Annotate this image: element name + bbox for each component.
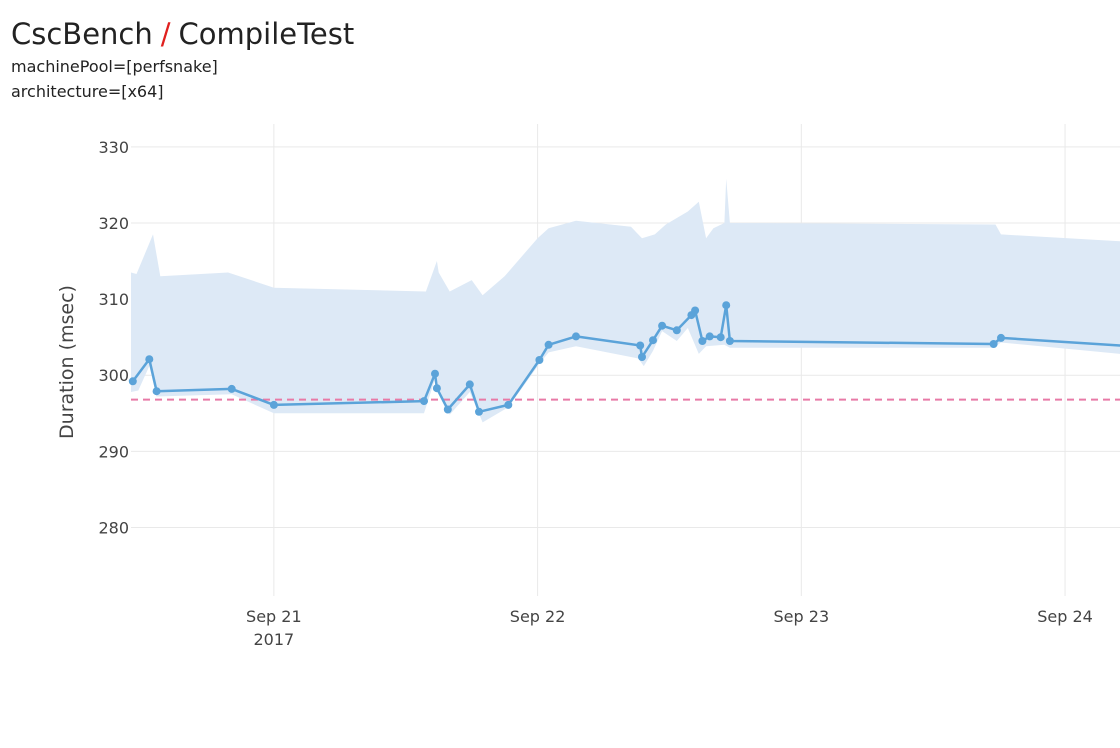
series-line — [131, 303, 1120, 414]
data-point — [636, 341, 645, 350]
y-tick-label: 320 — [98, 214, 129, 233]
data-point — [443, 405, 452, 414]
data-point — [649, 336, 657, 345]
data-point — [672, 326, 681, 335]
data-point — [705, 332, 714, 341]
y-tick-label: 310 — [98, 290, 129, 309]
y-tick-label: 290 — [98, 442, 129, 461]
data-point — [997, 333, 1005, 342]
data-point — [269, 400, 278, 409]
data-point — [989, 340, 998, 348]
y-axis-title: Duration (msec) — [56, 285, 78, 439]
band-area — [131, 178, 1120, 423]
data-point — [698, 337, 707, 345]
axis-labels: 280 290 300 310 320 330 Sep 21 2017 Sep 22 Sep 23… — [98, 138, 1092, 649]
data-point — [420, 397, 428, 406]
x-tick-label: Sep 24 — [1037, 607, 1093, 626]
data-point — [722, 301, 731, 310]
data-point — [504, 400, 513, 409]
data-point — [432, 384, 441, 393]
chart-title: CscBench / CompileTest — [11, 14, 354, 54]
data-point — [535, 356, 544, 364]
title-separator: / — [160, 17, 171, 51]
data-point — [638, 353, 646, 361]
x-tick-label: Sep 22 — [510, 607, 566, 626]
data-point — [227, 384, 236, 393]
filter-machine-pool: machinePool=[perfsnake] — [11, 57, 218, 76]
x-tick-year-label: 2017 — [253, 630, 294, 649]
x-tick-label: Sep 21 — [246, 607, 302, 626]
benchmark-name: CscBench — [11, 17, 153, 51]
confidence-band — [131, 178, 1120, 423]
data-point — [658, 321, 667, 330]
data-point — [544, 340, 553, 349]
data-point — [716, 333, 725, 342]
chart-header: CscBench / CompileTest machinePool=[perfsn… — [11, 14, 354, 104]
data-point — [145, 355, 154, 364]
filter-architecture: architecture=[x64] — [11, 82, 164, 101]
y-tick-label: 330 — [98, 138, 129, 157]
data-point — [725, 337, 734, 345]
duration-series — [128, 301, 1120, 416]
data-point — [475, 407, 483, 416]
y-tick-label: 280 — [98, 518, 129, 537]
x-tick-label: Sep 23 — [774, 607, 830, 626]
data-point — [691, 306, 700, 315]
y-tick-label: 300 — [98, 366, 129, 385]
data-point — [572, 332, 580, 341]
data-point — [152, 387, 161, 396]
data-point — [431, 369, 439, 378]
data-point — [465, 380, 474, 389]
test-name: CompileTest — [178, 17, 355, 51]
data-point — [128, 377, 137, 386]
